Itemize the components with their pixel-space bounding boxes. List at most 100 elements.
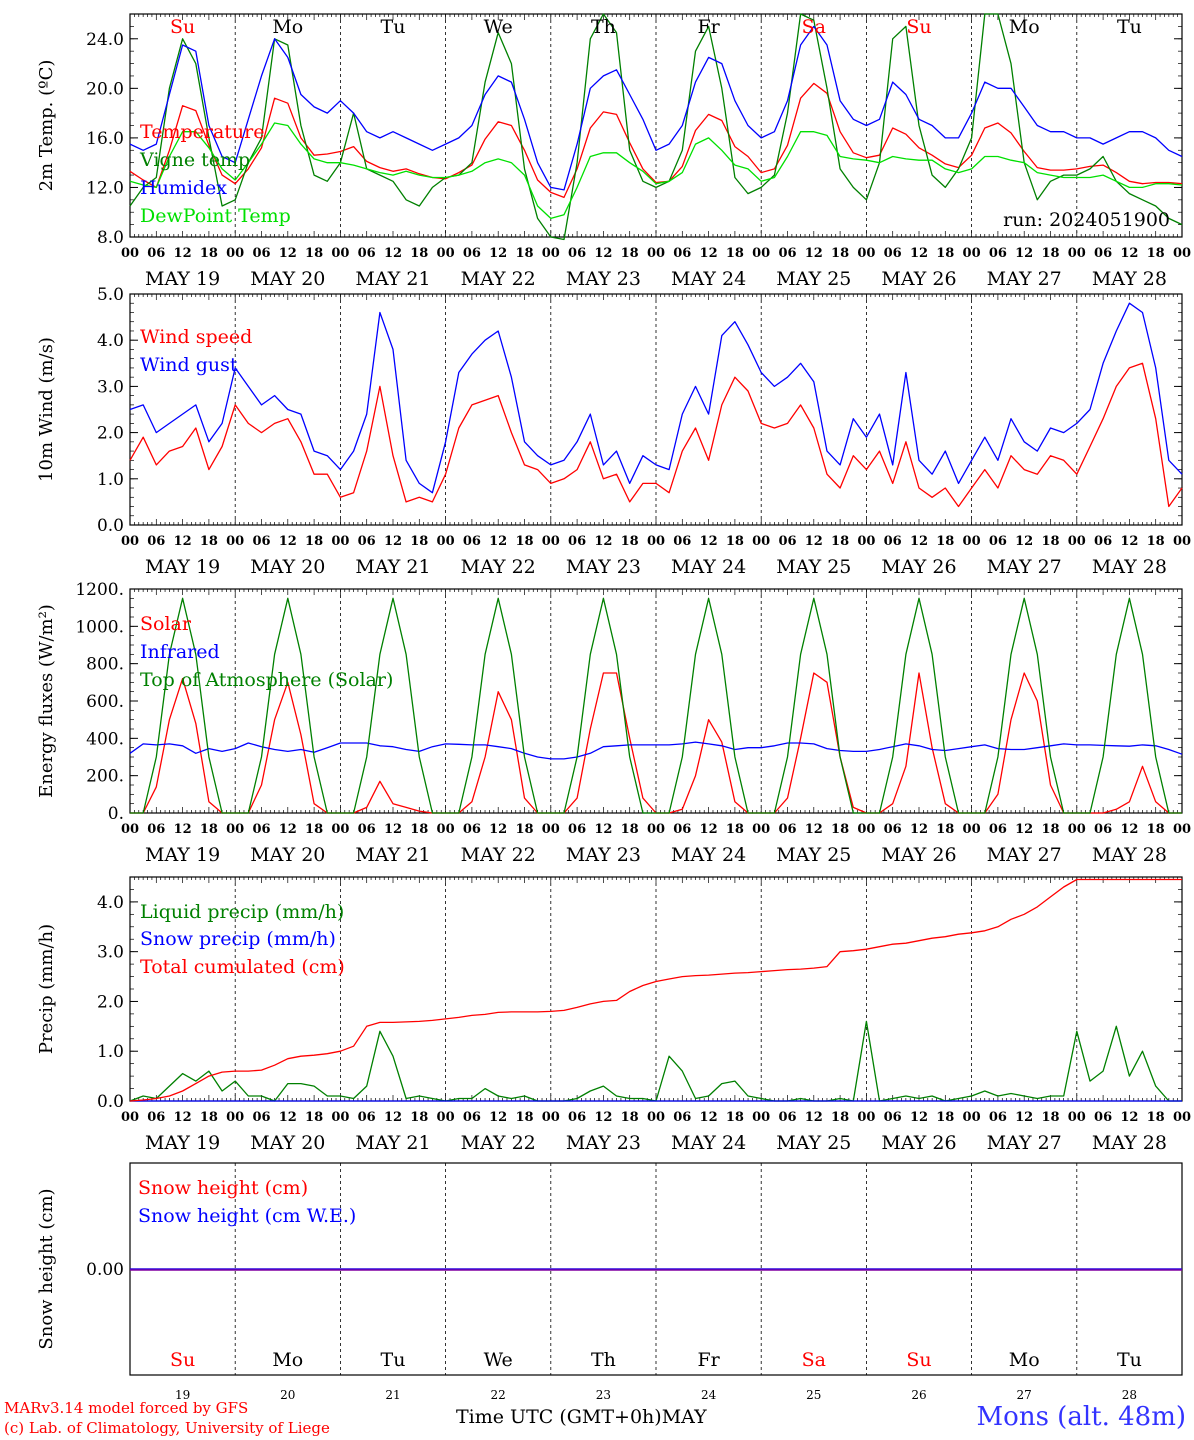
day-label: MAY 21	[355, 268, 430, 290]
hour-tick-label: 12	[1120, 822, 1138, 837]
hour-tick-label: 12	[279, 246, 297, 261]
hour-tick-label: 18	[621, 246, 639, 261]
y-tick-label: 24.0	[86, 30, 124, 50]
hour-tick-label: 18	[831, 1110, 849, 1125]
hour-tick-label: 00	[752, 534, 770, 549]
hour-tick-label: 00	[331, 1110, 349, 1125]
legend-label: Vigne temp	[139, 149, 250, 171]
day-label: MAY 25	[776, 844, 851, 866]
hour-tick-label: 12	[1015, 1110, 1033, 1125]
legend-label: Top of Atmosphere (Solar)	[140, 669, 393, 691]
series-infrared-line	[129, 741, 1183, 760]
day-label: MAY 27	[987, 1132, 1062, 1154]
hour-tick-label: 12	[594, 822, 612, 837]
hour-tick-label: 12	[700, 534, 718, 549]
day-label: MAY 22	[461, 844, 536, 866]
y-tick-label: 800.	[86, 655, 124, 675]
hour-tick-label: 12	[489, 246, 507, 261]
day-label: MAY 23	[566, 268, 641, 290]
hour-tick-label: 18	[936, 1110, 954, 1125]
y-axis-label: 10m Wind (m/s)	[36, 337, 57, 482]
legend-label: Snow height (cm)	[138, 1177, 308, 1199]
hour-tick-label: 00	[1068, 822, 1086, 837]
hour-tick-label: 18	[410, 1110, 428, 1125]
hour-tick-label: 00	[1173, 246, 1191, 261]
hour-tick-label: 06	[568, 534, 586, 549]
day-label: MAY 19	[145, 268, 220, 290]
day-number-label: 24	[701, 1388, 717, 1402]
hour-tick-label: 00	[437, 822, 455, 837]
hour-tick-label: 00	[1173, 822, 1191, 837]
hour-tick-label: 06	[778, 534, 796, 549]
hour-tick-label: 12	[489, 1110, 507, 1125]
day-number-label: 19	[175, 1388, 190, 1402]
hour-tick-label: 18	[831, 822, 849, 837]
hour-tick-label: 18	[410, 822, 428, 837]
hour-tick-label: 06	[884, 246, 902, 261]
y-tick-label: 4.0	[97, 331, 124, 351]
hour-tick-label: 18	[936, 246, 954, 261]
run-label: run: 2024051900	[1003, 209, 1170, 231]
day-label: MAY 24	[671, 844, 746, 866]
day-label: MAY 22	[461, 556, 536, 578]
hour-tick-label: 12	[1015, 246, 1033, 261]
hour-tick-label: 00	[857, 246, 875, 261]
hour-tick-label: 06	[1094, 1110, 1112, 1125]
hour-tick-label: 18	[1147, 822, 1165, 837]
hour-tick-label: 18	[621, 1110, 639, 1125]
hour-tick-label: 12	[174, 246, 192, 261]
hour-tick-label: 18	[831, 534, 849, 549]
station-label: Mons (alt. 48m)	[976, 1402, 1186, 1432]
hour-tick-label: 00	[857, 1110, 875, 1125]
weekday-label: Th	[591, 16, 616, 38]
hour-tick-label: 12	[1015, 822, 1033, 837]
legend-label: DewPoint Temp	[140, 205, 291, 227]
weekday-label: Su	[170, 16, 195, 38]
hour-tick-label: 00	[1068, 1110, 1086, 1125]
legend-label: Liquid precip (mm/h)	[140, 901, 344, 923]
series-wind-speed-line	[129, 362, 1183, 508]
hour-tick-label: 06	[147, 534, 165, 549]
day-label: MAY 19	[145, 1132, 220, 1154]
hour-tick-label: 00	[331, 534, 349, 549]
hour-tick-label: 18	[1041, 822, 1059, 837]
bottom-weekday-label: Mo	[1009, 1349, 1040, 1371]
hour-tick-label: 00	[542, 1110, 560, 1125]
hour-tick-label: 06	[1094, 246, 1112, 261]
day-label: MAY 27	[987, 268, 1062, 290]
legend-label: Snow height (cm W.E.)	[138, 1205, 356, 1227]
day-label: MAY 20	[250, 844, 325, 866]
day-label: MAY 20	[250, 1132, 325, 1154]
hour-tick-label: 12	[279, 1110, 297, 1125]
hour-tick-label: 00	[437, 534, 455, 549]
bottom-weekday-label: Tu	[381, 1349, 406, 1371]
legend-label: Wind gust	[140, 354, 238, 376]
day-label: MAY 23	[566, 844, 641, 866]
day-label: MAY 26	[881, 844, 956, 866]
hour-tick-label: 06	[358, 246, 376, 261]
series-dewpoint-temp-line	[129, 122, 1183, 220]
hour-tick-label: 00	[963, 822, 981, 837]
hour-tick-label: 06	[673, 534, 691, 549]
bottom-weekday-label: Th	[591, 1349, 616, 1371]
hour-tick-label: 12	[805, 822, 823, 837]
hour-tick-label: 06	[884, 822, 902, 837]
day-label: MAY 20	[250, 268, 325, 290]
hour-tick-label: 18	[1147, 534, 1165, 549]
lab-credit-line: (c) Lab. of Climatology, University of L…	[4, 1419, 330, 1437]
hour-tick-label: 18	[410, 246, 428, 261]
day-number-label: 27	[1017, 1388, 1032, 1402]
day-number-label: 22	[491, 1388, 506, 1402]
hour-tick-label: 18	[621, 822, 639, 837]
hour-tick-label: 12	[1120, 1110, 1138, 1125]
hour-tick-label: 18	[1041, 1110, 1059, 1125]
weekday-label: Tu	[381, 16, 406, 38]
weekday-label: Mo	[1009, 16, 1040, 38]
hour-tick-label: 00	[226, 1110, 244, 1125]
hour-tick-label: 18	[200, 246, 218, 261]
hour-tick-label: 06	[252, 246, 270, 261]
hour-tick-label: 06	[463, 534, 481, 549]
hour-tick-label: 06	[463, 822, 481, 837]
hour-tick-label: 06	[568, 246, 586, 261]
hour-tick-label: 12	[700, 1110, 718, 1125]
